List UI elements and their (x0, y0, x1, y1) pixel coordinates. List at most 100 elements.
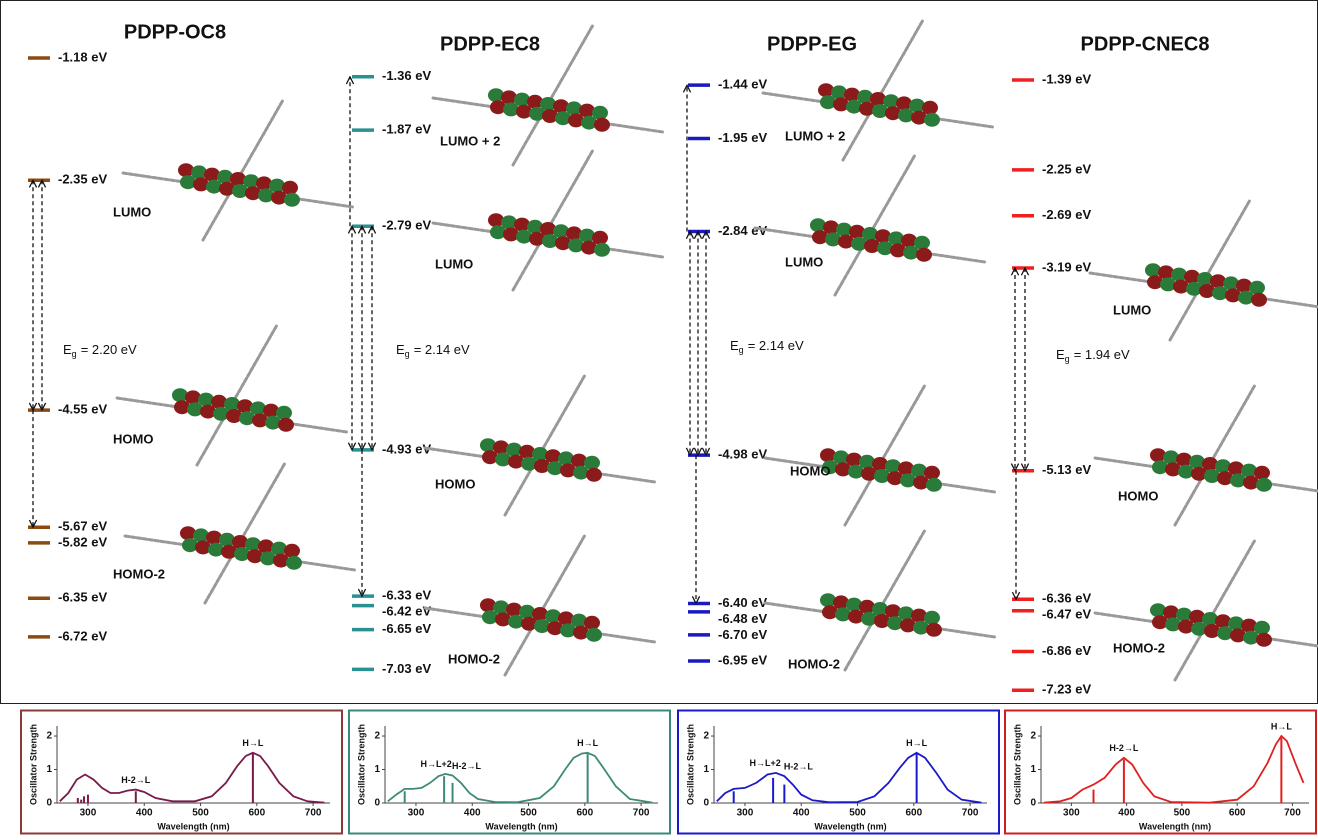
y-axis-label: Oscillator Strength (356, 724, 366, 805)
band-gap: Eg= 1.94 eV (1056, 347, 1130, 364)
panel-title: PDPP-EG (767, 33, 857, 55)
energy-label: -7.03 eV (382, 661, 431, 676)
energy-label: -6.86 eV (1042, 643, 1091, 658)
orbital-lobe (924, 113, 940, 127)
energy-label: -2.79 eV (382, 218, 431, 233)
x-axis-label: Wavelength (nm) (814, 821, 886, 831)
x-tick-label: 600 (576, 808, 593, 819)
orbital-image (1095, 385, 1318, 525)
orbital-lobe (1254, 621, 1270, 635)
orbital-lobe (916, 248, 932, 262)
orbital-lobe (926, 623, 942, 637)
orbital-label: LUMO + 2 (785, 128, 845, 143)
orbital-lobe (914, 236, 930, 250)
spectrum-curve (60, 753, 325, 803)
orbital-label: LUMO (785, 254, 823, 269)
orbital-lobe (276, 406, 292, 420)
panel-title: PDPP-EC8 (440, 33, 540, 55)
orbital-label: HOMO-2 (788, 656, 840, 671)
energy-label: -6.42 eV (382, 604, 431, 619)
orbital-label: HOMO (113, 431, 153, 446)
y-tick-label: 2 (1030, 731, 1036, 742)
x-tick-label: 300 (80, 808, 97, 819)
energy-label: -6.95 eV (718, 652, 767, 667)
x-tick-label: 700 (633, 808, 650, 819)
energy-label: -1.18 eV (58, 49, 107, 64)
energy-label: -6.36 eV (1042, 591, 1091, 606)
gap-symbol: E (730, 338, 739, 353)
transition-label: H→L (906, 738, 927, 748)
x-tick-label: 300 (408, 808, 425, 819)
x-tick-label: 400 (464, 808, 481, 819)
panel-title: PDPP-CNEC8 (1081, 33, 1210, 55)
energy-label: -7.23 eV (1042, 682, 1091, 697)
y-tick-label: 0 (46, 798, 52, 809)
body: {"panels": [ {"title": "PDPP-OC8", "colo… (0, 0, 1318, 835)
energy-label: -6.70 eV (718, 627, 767, 642)
x-tick-label: 400 (793, 808, 810, 819)
energy-label: -1.95 eV (718, 130, 767, 145)
x-tick-label: 600 (248, 808, 265, 819)
orbital-label: LUMO (113, 204, 151, 219)
orbital-image (1090, 200, 1318, 340)
orbital-lobe (592, 231, 608, 245)
orbital-label: HOMO-2 (448, 651, 500, 666)
orbital-label: HOMO (1118, 488, 1158, 503)
band-gap: Eg= 2.20 eV (63, 342, 137, 359)
x-tick-label: 300 (1063, 808, 1080, 819)
energy-label: -5.67 eV (58, 519, 107, 534)
energy-label: -4.55 eV (58, 402, 107, 417)
x-tick-label: 500 (1174, 808, 1191, 819)
transition-label: H-2→L (121, 775, 151, 785)
x-axis-label: Wavelength (nm) (1139, 821, 1211, 831)
energy-label: -5.82 eV (58, 535, 107, 550)
orbital-lobe (586, 468, 602, 482)
energy-label: -6.35 eV (58, 590, 107, 605)
energy-label: -6.48 eV (718, 611, 767, 626)
orbital-lobe (924, 611, 940, 625)
y-tick-label: 0 (374, 798, 380, 809)
orbital-image (425, 375, 655, 515)
transition-label: H→L (1271, 721, 1292, 731)
orbital-lobe (1256, 633, 1272, 647)
y-tick-label: 2 (703, 731, 709, 742)
figure: PDPP-OC8-1.18 eV-2.35 eV-4.55 eV-5.67 eV… (0, 0, 1318, 835)
orbital-lobe (586, 628, 602, 642)
x-axis-label: Wavelength (nm) (157, 821, 229, 831)
orbital-lobe (922, 101, 938, 115)
x-tick-label: 600 (1229, 808, 1246, 819)
orbital-lobe (282, 181, 298, 195)
energy-label: -1.44 eV (718, 77, 767, 92)
x-tick-label: 300 (737, 808, 754, 819)
x-tick-label: 700 (305, 808, 322, 819)
energy-label: -6.72 eV (58, 628, 107, 643)
spectrum-frame (21, 711, 342, 834)
y-tick-label: 1 (374, 764, 380, 775)
gap-subscript: g (1065, 354, 1070, 364)
orbital-label: HOMO-2 (113, 566, 165, 581)
x-tick-label: 500 (849, 808, 866, 819)
gap-subscript: g (405, 349, 410, 359)
y-tick-label: 1 (1030, 764, 1036, 775)
orbital-lobe (926, 478, 942, 492)
orbital-image (1095, 540, 1318, 680)
gap-value: = 1.94 eV (1074, 347, 1130, 362)
energy-label: -1.36 eV (382, 68, 431, 83)
energy-label: -2.25 eV (1042, 161, 1091, 176)
orbital-label: LUMO (1113, 302, 1151, 317)
energy-label: -2.69 eV (1042, 207, 1091, 222)
orbital-lobe (924, 466, 940, 480)
x-tick-label: 500 (520, 808, 537, 819)
orbital-image (765, 530, 995, 670)
orbital-image (765, 385, 995, 525)
transition-label: H→L+2 (420, 759, 451, 769)
transition-label: H→L (242, 738, 263, 748)
orbital-lobe (1251, 293, 1267, 307)
gap-symbol: E (63, 342, 72, 357)
y-axis-label: Oscillator Strength (1012, 724, 1022, 805)
orbital-lobe (592, 106, 608, 120)
spectrum-frame (1005, 711, 1316, 834)
spectrum-frame (349, 711, 670, 834)
energy-label: -5.13 eV (1042, 462, 1091, 477)
gap-symbol: E (396, 342, 405, 357)
